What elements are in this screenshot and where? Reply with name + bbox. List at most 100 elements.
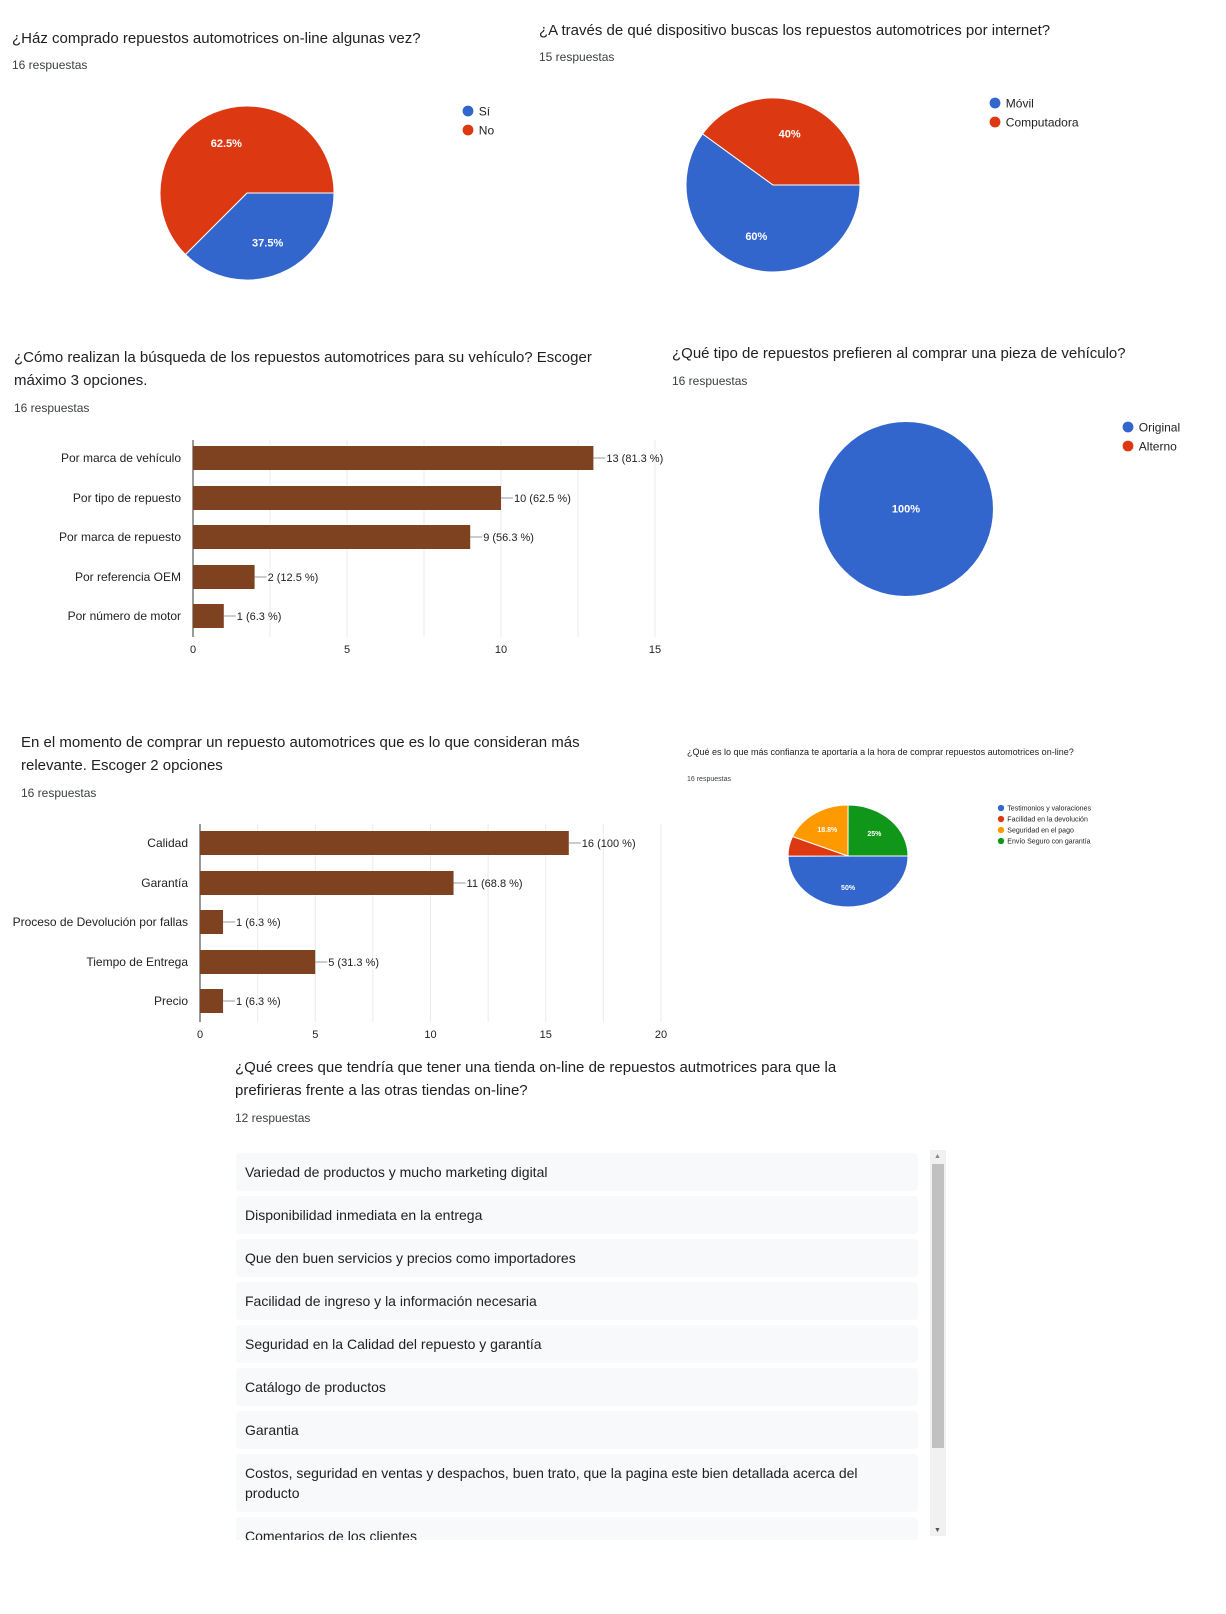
response-item: Seguridad en la Calidad del repuesto y g…	[236, 1325, 918, 1363]
data-label: 9 (56.3 %)	[483, 532, 534, 544]
response-count: 16 respuestas	[687, 776, 731, 783]
response-item: Variedad de productos y mucho marketing …	[236, 1153, 918, 1191]
data-label: 11 (68.8 %)	[467, 878, 523, 890]
response-count: 16 respuestas	[21, 786, 97, 800]
response-count: 15 respuestas	[539, 50, 615, 64]
response-item: Comentarios de los clientes	[236, 1517, 918, 1540]
slice-label: 40%	[779, 128, 801, 140]
response-item: Catálogo de productos	[236, 1368, 918, 1406]
bar	[200, 989, 224, 1013]
pie-slice	[787, 855, 909, 908]
question-title: ¿Cómo realizan la búsqueda de los repues…	[14, 349, 592, 389]
tick-label: 0	[190, 644, 196, 656]
pie-slice	[159, 105, 335, 256]
question-title: ¿Qué tipo de repuestos prefieren al comp…	[672, 345, 1126, 362]
pie-slice	[847, 804, 909, 857]
bar	[200, 950, 316, 974]
legend-label: Móvil	[1006, 97, 1034, 111]
tick-label: 10	[495, 644, 507, 656]
legend-dot	[997, 804, 1005, 812]
legend-dot	[997, 826, 1005, 834]
category-label: Proceso de Devolución por fallas	[13, 915, 188, 929]
scrollbar[interactable]: ▲ ▼	[930, 1150, 946, 1536]
category-label: Tiempo de Entrega	[86, 955, 188, 969]
pie-chart: 37.5% 62.5% Sí No	[159, 105, 495, 281]
slice-label: 50%	[841, 885, 856, 892]
category-label: Por marca de repuesto	[59, 530, 181, 544]
slice-label: 60%	[745, 231, 767, 243]
legend-label: Testimonios y valoraciones	[1007, 806, 1091, 813]
legend-label: Original	[1139, 421, 1180, 435]
legend-dot	[1122, 440, 1134, 452]
slice-label: 18.8%	[817, 827, 838, 834]
category-label: Garantía	[141, 876, 188, 890]
legend-dot	[989, 116, 1001, 128]
legend-label: No	[479, 124, 495, 138]
slice-label: 62.5%	[211, 138, 242, 150]
legend-dot	[462, 124, 474, 136]
response-item: Costos, seguridad en ventas y despachos,…	[236, 1454, 918, 1512]
tick-label: 15	[649, 644, 661, 656]
legend-dot	[1122, 421, 1134, 433]
response-item: Disponibilidad inmediata en la entrega	[236, 1196, 918, 1234]
bar	[200, 871, 454, 895]
category-label: Por referencia OEM	[75, 570, 181, 584]
data-label: 1 (6.3 %)	[237, 611, 282, 623]
pie-chart: 100% Original Alterno	[819, 421, 1180, 596]
pie-chart: 60% 40% Móvil Computadora	[685, 97, 1079, 273]
category-label: Por marca de vehículo	[61, 451, 181, 465]
bar	[193, 565, 255, 589]
bar	[193, 486, 501, 510]
scroll-down-icon[interactable]: ▼	[934, 1527, 941, 1534]
tick-label: 5	[312, 1029, 318, 1041]
bar-chart: 0 5 10 15 20 Calidad 16 (100 %) Garantía 11 (68.…	[13, 824, 667, 1041]
response-count: 16 respuestas	[14, 401, 90, 415]
legend-dot	[997, 837, 1005, 845]
bar	[200, 910, 224, 934]
category-label: Por número de motor	[68, 609, 181, 623]
data-label: 5 (31.3 %)	[328, 957, 379, 969]
pie-slice	[685, 133, 861, 273]
legend-label: Seguridad en el pago	[1007, 828, 1074, 835]
slice-label: 25%	[867, 831, 882, 838]
bar	[193, 446, 594, 470]
pie-chart: 50% 18.8% 25% Testimonios y valoraciones Fac…	[787, 804, 1091, 908]
data-label: 16 (100 %)	[582, 838, 636, 850]
legend-label: Envío Seguro con garantía	[1007, 839, 1090, 846]
legend-label: Facilidad en la devolución	[1007, 817, 1088, 824]
question-title: ¿Qué es lo que más confianza te aportarí…	[687, 747, 1074, 757]
tick-label: 15	[540, 1029, 552, 1041]
pie-slice	[184, 192, 335, 281]
category-label: Por tipo de repuesto	[73, 491, 181, 505]
data-label: 1 (6.3 %)	[236, 917, 281, 929]
response-item: Que den buen servicios y precios como im…	[236, 1239, 918, 1277]
pie-slice	[791, 804, 849, 857]
tick-label: 10	[424, 1029, 436, 1041]
scroll-up-icon[interactable]: ▲	[934, 1153, 941, 1160]
bar-chart: 0 5 10 15 Por marca de vehículo 13 (81.3 %) Po…	[59, 440, 663, 656]
legend-dot	[997, 815, 1005, 823]
tick-label: 20	[655, 1029, 667, 1041]
data-label: 1 (6.3 %)	[236, 996, 281, 1008]
pie-slice	[819, 422, 993, 596]
scrollbar-thumb[interactable]	[932, 1164, 944, 1448]
bar	[193, 604, 224, 628]
data-label: 2 (12.5 %)	[268, 572, 319, 584]
question-title: En el momento de comprar un repuesto aut…	[21, 734, 580, 774]
legend-label: Alterno	[1139, 440, 1177, 454]
response-list: Variedad de productos y mucho marketing …	[236, 1153, 918, 1540]
pie-slice	[701, 97, 861, 186]
category-label: Calidad	[147, 836, 188, 850]
response-item: Facilidad de ingreso y la información ne…	[236, 1282, 918, 1320]
tick-label: 0	[197, 1029, 203, 1041]
response-item: Garantia	[236, 1411, 918, 1449]
question-title: ¿Ház comprado repuestos automotrices on-…	[12, 30, 421, 47]
question-title: ¿Qué crees que tendría que tener una tie…	[235, 1059, 837, 1099]
bar	[193, 525, 471, 549]
response-count: 16 respuestas	[12, 58, 88, 72]
tick-label: 5	[344, 644, 350, 656]
legend-dot	[462, 105, 474, 117]
slice-label: 37.5%	[252, 238, 283, 250]
data-label: 13 (81.3 %)	[606, 453, 663, 465]
slice-label: 100%	[892, 504, 920, 516]
